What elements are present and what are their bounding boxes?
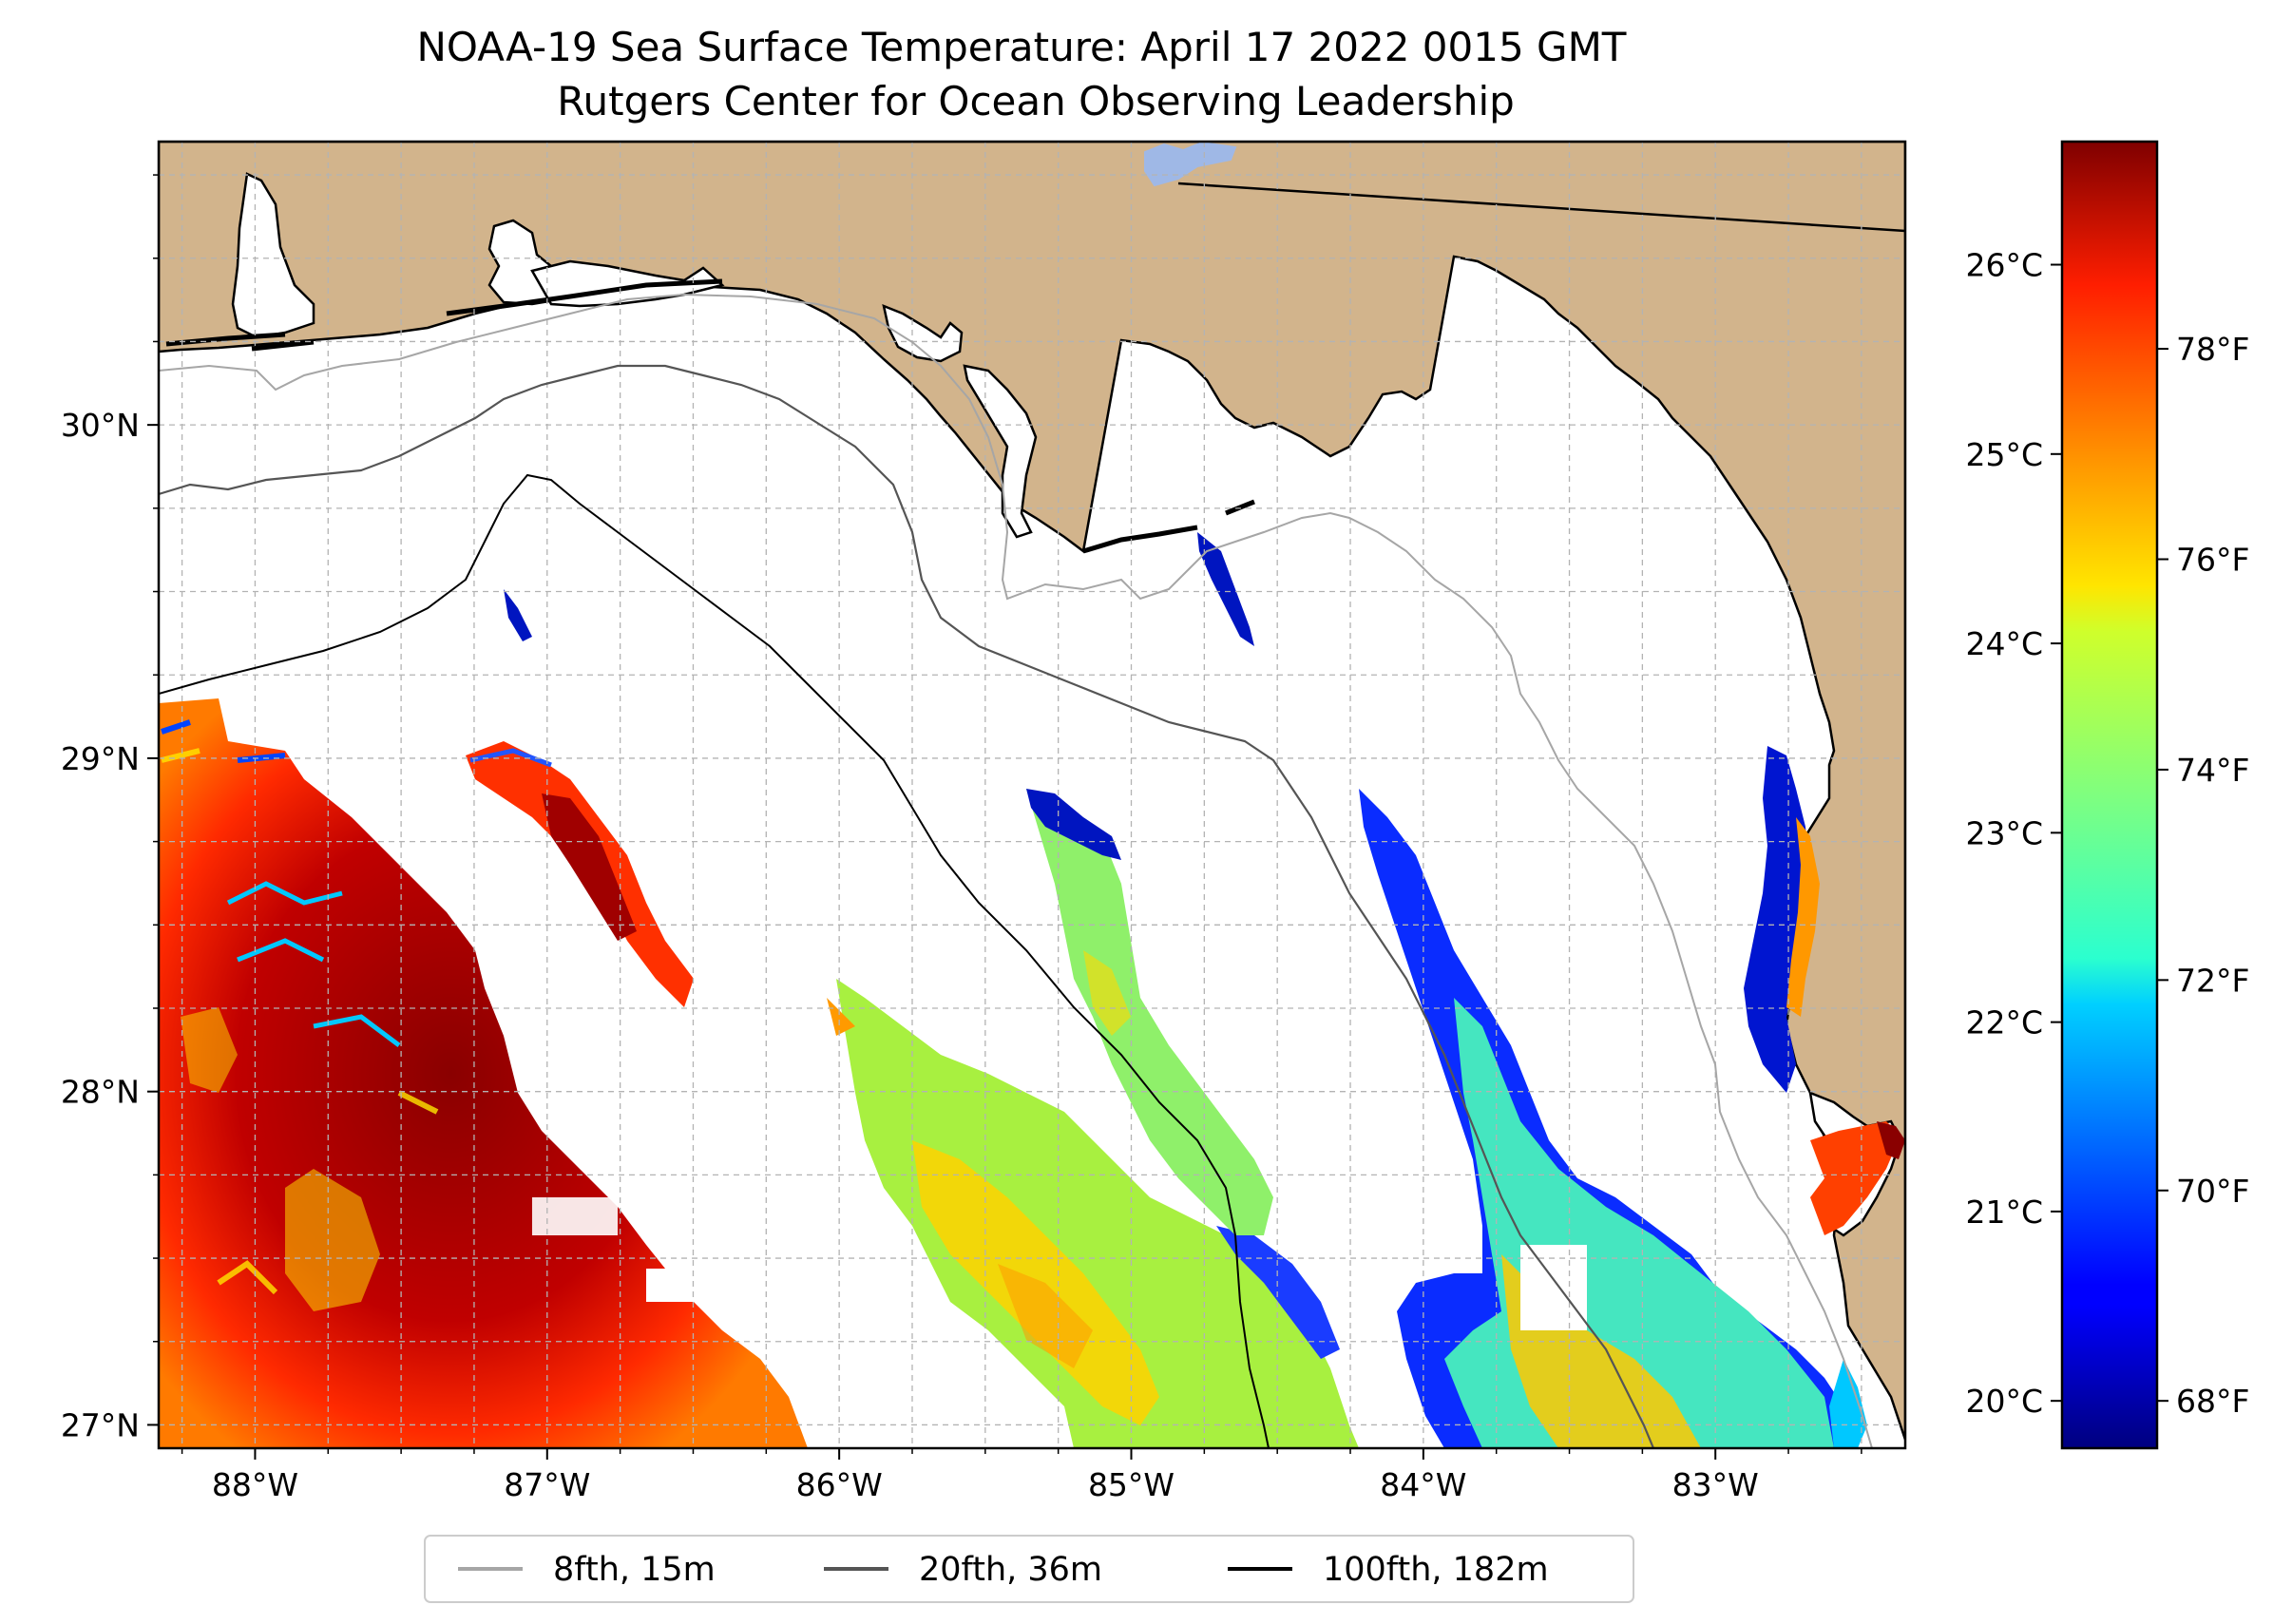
celsius-tick-label: 24°C <box>1965 625 2043 662</box>
map-subtitle: Rutgers Center for Ocean Observing Leade… <box>557 78 1515 124</box>
fahrenheit-tick-label: 78°F <box>2176 331 2249 368</box>
colorbar: 20°C 21°C 22°C 23°C 24°C 25°C 26°C 68°F 70°F 72°… <box>1965 140 2249 1450</box>
legend-item: 8fth, 15m <box>458 1551 716 1589</box>
lat-tick-label: 29°N <box>61 740 140 777</box>
legend-label: 8fth, 15m <box>553 1551 716 1589</box>
contour-36m <box>159 364 1655 1448</box>
longitude-ticks: 88°W 87°W 86°W 85°W 84°W 83°W <box>212 1448 1759 1503</box>
map-panel: 88°W 87°W 86°W 85°W 84°W 83°W 27°N 28°N 29°N 30°… <box>61 140 1907 1503</box>
sst-swath-coastal <box>1744 746 1905 1448</box>
fahrenheit-tick-label: 76°F <box>2176 542 2249 579</box>
lat-tick-label: 30°N <box>61 407 140 444</box>
st-andrew-bay <box>882 303 964 363</box>
colorbar-fahrenheit-ticks: 68°F 70°F 72°F 74°F 76°F 78°F <box>2157 331 2249 1420</box>
lon-tick-label: 84°W <box>1380 1466 1466 1503</box>
gridlines <box>159 142 1905 1448</box>
map-frame <box>157 140 1907 1450</box>
legend-item: 100fth, 182m <box>1228 1551 1549 1589</box>
contour-182m <box>159 473 1270 1448</box>
mobile-bay <box>231 172 315 339</box>
minor-ticks <box>153 174 1862 1454</box>
lon-tick-label: 86°W <box>796 1466 883 1503</box>
celsius-tick-label: 20°C <box>1965 1383 2043 1420</box>
fahrenheit-tick-label: 74°F <box>2176 752 2249 789</box>
fahrenheit-tick-label: 70°F <box>2176 1173 2249 1210</box>
celsius-tick-label: 23°C <box>1965 814 2043 851</box>
lon-tick-label: 87°W <box>504 1466 590 1503</box>
legend-label: 100fth, 182m <box>1323 1551 1549 1589</box>
legend-item: 20fth, 36m <box>824 1551 1102 1589</box>
lat-tick-label: 28°N <box>61 1074 140 1111</box>
celsius-tick-label: 22°C <box>1965 1004 2043 1041</box>
celsius-tick-label: 25°C <box>1965 436 2043 473</box>
celsius-tick-label: 21°C <box>1965 1194 2043 1231</box>
sst-small-patches <box>504 532 1254 1036</box>
contour-legend: 8fth, 15m 20fth, 36m 100fth, 182m <box>424 1535 1634 1603</box>
sst-swath-west <box>159 698 808 1448</box>
celsius-tick-label: 26°C <box>1965 247 2043 284</box>
sst-swath-band <box>1026 789 1273 1235</box>
colorbar-celsius-ticks: 20°C 21°C 22°C 23°C 24°C 25°C 26°C <box>1965 247 2062 1420</box>
barrier-island-east <box>1082 499 1255 554</box>
colorbar-gradient <box>2060 140 2159 1450</box>
lon-tick-label: 85°W <box>1088 1466 1175 1503</box>
sst-swath-tongue <box>466 741 694 1007</box>
fahrenheit-tick-label: 68°F <box>2176 1383 2249 1420</box>
fahrenheit-tick-label: 72°F <box>2176 962 2249 999</box>
legend-box <box>424 1535 1634 1603</box>
sst-swath-east <box>1359 789 1858 1448</box>
lat-tick-label: 27°N <box>61 1406 140 1443</box>
legend-label: 20fth, 36m <box>919 1551 1102 1589</box>
map-title: NOAA-19 Sea Surface Temperature: April 1… <box>417 24 1627 70</box>
lon-tick-label: 83°W <box>1672 1466 1759 1503</box>
latitude-ticks: 27°N 28°N 29°N 30°N <box>61 407 159 1443</box>
state-border <box>1177 182 1905 233</box>
barrier-island-west <box>165 278 723 352</box>
contour-15m <box>159 293 1873 1448</box>
sst-swath-central <box>836 979 1359 1448</box>
lon-tick-label: 88°W <box>212 1466 298 1503</box>
apalachicola-bay <box>963 364 1038 539</box>
